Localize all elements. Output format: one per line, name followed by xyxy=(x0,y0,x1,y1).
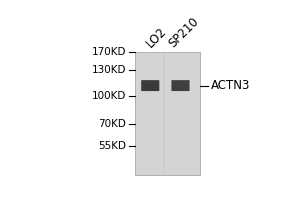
Text: 170KD: 170KD xyxy=(91,47,126,57)
Bar xyxy=(135,52,200,175)
Text: 100KD: 100KD xyxy=(92,91,126,101)
Text: 130KD: 130KD xyxy=(91,65,126,75)
Text: SP210: SP210 xyxy=(167,15,202,50)
FancyBboxPatch shape xyxy=(142,81,158,84)
FancyBboxPatch shape xyxy=(141,80,159,91)
FancyBboxPatch shape xyxy=(171,80,190,91)
Text: 70KD: 70KD xyxy=(98,119,126,129)
Text: 55KD: 55KD xyxy=(98,141,126,151)
Text: ACTN3: ACTN3 xyxy=(211,79,250,92)
Text: LO2: LO2 xyxy=(143,25,169,50)
FancyBboxPatch shape xyxy=(173,81,188,84)
